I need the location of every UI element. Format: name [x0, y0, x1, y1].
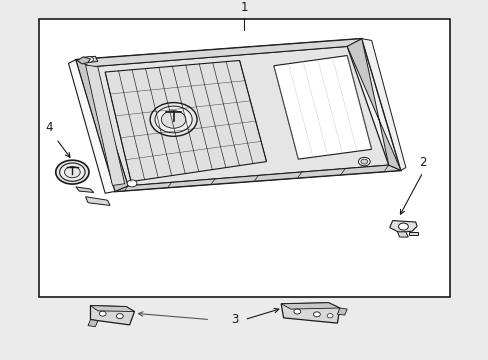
Circle shape: [85, 57, 93, 62]
Polygon shape: [76, 39, 361, 67]
Polygon shape: [337, 308, 346, 315]
Polygon shape: [76, 187, 94, 193]
Bar: [39, 19, 449, 297]
Polygon shape: [346, 39, 400, 170]
Polygon shape: [88, 320, 98, 327]
Polygon shape: [68, 60, 115, 193]
Circle shape: [127, 180, 137, 187]
Polygon shape: [90, 306, 134, 311]
Polygon shape: [397, 232, 407, 237]
Circle shape: [360, 159, 367, 164]
Polygon shape: [115, 165, 400, 192]
Circle shape: [116, 314, 123, 319]
Circle shape: [60, 163, 85, 181]
Circle shape: [358, 157, 369, 166]
Circle shape: [56, 160, 89, 184]
Text: 2: 2: [418, 156, 426, 168]
Polygon shape: [77, 57, 90, 64]
Polygon shape: [389, 221, 416, 233]
Circle shape: [99, 311, 106, 316]
Polygon shape: [273, 55, 371, 159]
Circle shape: [293, 309, 300, 314]
Polygon shape: [85, 197, 110, 206]
Polygon shape: [90, 46, 388, 186]
Polygon shape: [76, 60, 128, 192]
Polygon shape: [408, 232, 417, 235]
Circle shape: [398, 223, 407, 230]
Polygon shape: [90, 306, 134, 325]
Polygon shape: [361, 39, 405, 170]
Polygon shape: [76, 39, 400, 192]
Text: 1: 1: [240, 1, 248, 14]
Polygon shape: [85, 65, 124, 185]
Polygon shape: [281, 303, 339, 309]
Circle shape: [155, 106, 192, 133]
Circle shape: [161, 111, 185, 128]
Polygon shape: [105, 60, 266, 181]
Circle shape: [150, 103, 197, 136]
Text: 3: 3: [230, 313, 238, 326]
Circle shape: [313, 312, 320, 317]
Circle shape: [326, 314, 332, 318]
Text: 4: 4: [45, 121, 53, 134]
Circle shape: [64, 167, 80, 178]
Polygon shape: [83, 56, 98, 63]
Polygon shape: [281, 303, 339, 323]
